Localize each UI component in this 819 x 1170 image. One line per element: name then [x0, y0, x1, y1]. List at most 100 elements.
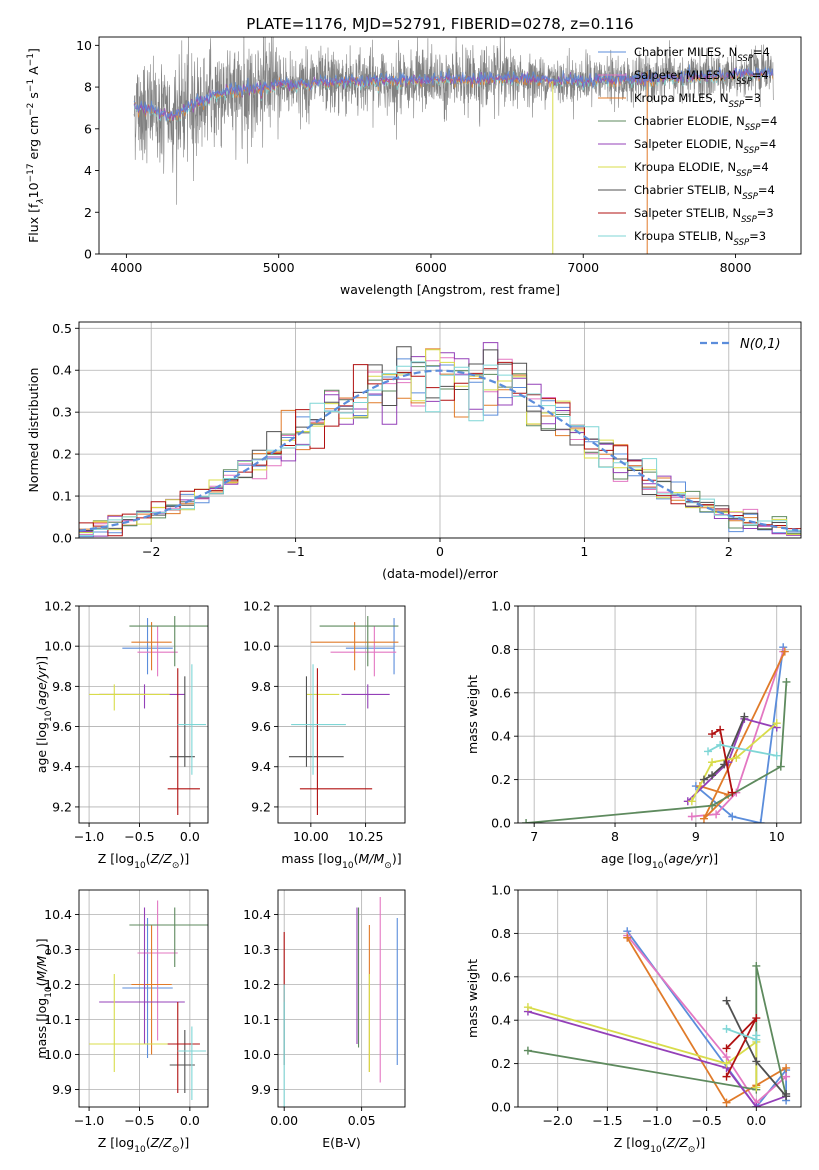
x-tick-label: 1 [580, 544, 588, 559]
residuals-y-label: Normed distribution [26, 368, 41, 493]
plot-area-mass_vs_EBV [278, 890, 405, 1107]
x-tick-label: 4000 [111, 260, 143, 275]
y-tick-label: 2 [84, 205, 92, 220]
y-tick-label: 9.9 [251, 1082, 271, 1097]
y-tick-label: 10.0 [243, 1047, 271, 1062]
weight-marker [708, 730, 717, 739]
x-tick-label: 7000 [567, 260, 599, 275]
y-tick-label: 10.4 [243, 907, 271, 922]
y-tick-label: 9.8 [52, 679, 72, 694]
label-part: ( [354, 851, 359, 866]
spectrum-data-line [133, 37, 774, 205]
weight-marker [722, 1059, 731, 1068]
weight_vs_age-y-label: mass weight [465, 675, 480, 754]
y-tick-label: 10.2 [44, 599, 72, 614]
label-part: 10 [650, 1145, 662, 1155]
y-tick-label: 0.2 [491, 772, 511, 787]
y-tick-label: 0.2 [52, 447, 72, 462]
x-tick-label: −2.0 [543, 1113, 573, 1128]
label-part: erg cm [26, 116, 41, 164]
y-tick-label: 0.0 [491, 816, 511, 831]
label-part: −1 [26, 53, 36, 66]
x-tick-label: 8000 [720, 260, 752, 275]
label-part: 10 [26, 182, 41, 198]
y-tick-label: 0.3 [52, 405, 72, 420]
label-part: ] [26, 48, 41, 53]
weight-marker [712, 810, 721, 819]
axes-residuals: −2 −1 0 1 2 0.0 0.1 0.2 0.3 0.4 0.5 (data-model)/er… [26, 321, 802, 581]
label-part: )] [34, 938, 49, 948]
weight-marker [687, 797, 696, 806]
plot-area-weight_vs_Z [518, 890, 801, 1107]
label-part: E(B-V) [322, 1135, 361, 1150]
weight-marker [523, 1003, 532, 1012]
label-part: ( [663, 851, 668, 866]
x-tick-label: 6000 [415, 260, 447, 275]
legend-label-tail: =4 [752, 68, 769, 82]
legend-label-main: Kroupa STELIB, N [634, 229, 734, 243]
x-tick-label: −1.5 [592, 1113, 622, 1128]
y-tick-label: 10.3 [44, 942, 72, 957]
spectrum-x-label: wavelength [Angstrom, rest frame] [340, 282, 560, 297]
axes-frame [78, 605, 209, 824]
weight-marker [522, 819, 531, 823]
gaussian-curve [79, 369, 799, 532]
weight-line [626, 935, 787, 1105]
weight_vs_Z-x-label: Z [log10(Z/Z⊙)] [614, 1135, 705, 1155]
legend-label: Chabrier STELIB, NSSP=4 [634, 183, 775, 202]
legend-label: Chabrier MILES, NSSP=4 [634, 45, 770, 64]
mass_vs_Z-x-label: Z [log10(Z/Z⊙)] [98, 1135, 189, 1155]
weight-marker [782, 1063, 791, 1072]
axes-weight_vs_Z: −2.0 −1.5 −1.0 −0.5 0.0 0.0 0.2 0.4 0.6 0.8 1.0 Z [… [465, 883, 802, 1155]
weight-marker [776, 762, 785, 771]
y-tick-label: 9.6 [52, 719, 72, 734]
x-tick-label: 5000 [263, 260, 295, 275]
label-part: Flux [f [26, 203, 41, 243]
weight-marker [708, 771, 717, 780]
y-tick-label: 9.2 [52, 799, 72, 814]
weight-line [695, 647, 785, 823]
legend-label-tail: =4 [752, 160, 769, 174]
label-part: mass [log [281, 851, 342, 866]
weight-marker [752, 1103, 761, 1107]
axes-mass_vs_Z: −1.0 −0.5 0.0 9.9 10.0 10.1 10.2 10.3 10.4 Z [log… [34, 889, 209, 1155]
plot-area-age_vs_mass [278, 606, 405, 823]
label-part: )] [392, 851, 402, 866]
spectrum-y-label: Flux [fλ10−17 erg cm−2 s−1 A−1] [26, 48, 46, 243]
label-part: mass [log [34, 998, 49, 1059]
label-part: 10 [652, 861, 664, 871]
weight-marker [740, 712, 749, 721]
weight-marker [708, 758, 717, 767]
y-tick-label: 0.6 [491, 685, 511, 700]
axes-frame [517, 605, 802, 824]
axes-age_vs_Z: −1.0 −0.5 0.09.29.49.69.810.010.2Z [log10(… [34, 599, 209, 871]
label-part: )] [179, 1135, 189, 1150]
weight-marker [756, 819, 765, 823]
weight-line [526, 681, 788, 823]
label-part: ( [34, 981, 49, 986]
label-part: −17 [26, 163, 36, 182]
label-part: λ [36, 198, 46, 204]
y-tick-label: 10.3 [243, 942, 271, 957]
legend-label-main: Salpeter MILES, N [634, 68, 736, 82]
label-part: ⊙ [384, 861, 392, 871]
weight-marker [523, 1046, 532, 1055]
legend-label-tail: =4 [760, 114, 777, 128]
label-part: ⊙ [172, 861, 180, 871]
weight-line [691, 722, 778, 802]
y-tick-label: 8 [84, 80, 92, 95]
legend-label-tail: =3 [757, 206, 774, 220]
age_vs_Z-x-label: Z [log10(Z/Z⊙)] [98, 851, 189, 871]
x-tick-label: −0.5 [124, 1113, 154, 1128]
y-tick-label: 0.6 [491, 969, 511, 984]
gaussian-legend-label: N(0,1) [740, 337, 781, 352]
weight-marker [716, 725, 725, 734]
label-part: ⊙ [688, 1145, 696, 1155]
legend-label-sub: SSP [737, 54, 753, 64]
legend-label: Kroupa MILES, NSSP=3 [634, 91, 761, 110]
y-tick-label: 0.8 [491, 926, 511, 941]
y-tick-label: 10 [76, 38, 92, 53]
weight-marker [728, 812, 737, 821]
legend-label-main: Chabrier STELIB, N [634, 183, 742, 197]
weight-marker [722, 996, 731, 1005]
